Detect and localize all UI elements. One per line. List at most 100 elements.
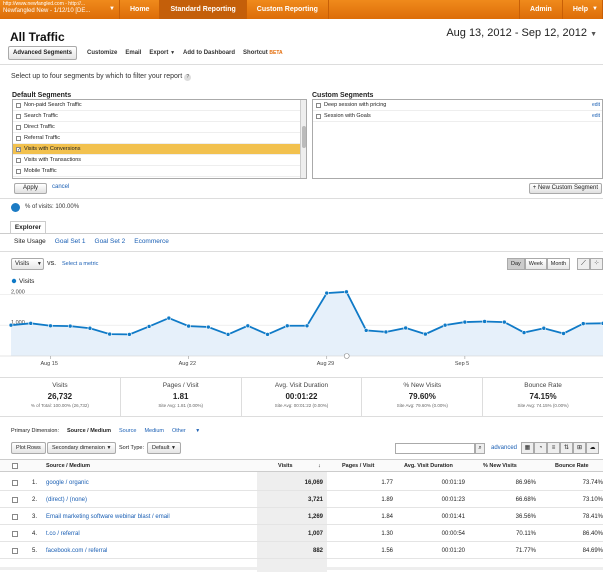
- granularity-month[interactable]: Month: [546, 258, 571, 270]
- secondary-dimension-dropdown[interactable]: Secondary dimension ▼: [47, 442, 117, 454]
- nav-custom-reporting[interactable]: Custom Reporting: [247, 0, 329, 19]
- checkbox[interactable]: [16, 102, 21, 108]
- edit-link[interactable]: edit: [591, 101, 600, 108]
- row-bounce-rate: 73.74%: [582, 480, 603, 486]
- granularity-week[interactable]: Week: [524, 258, 547, 270]
- checkbox[interactable]: [16, 157, 21, 163]
- email-button[interactable]: Email: [125, 50, 142, 56]
- visits-area: [11, 291, 603, 356]
- checkbox[interactable]: [316, 113, 321, 119]
- cancel-link[interactable]: cancel: [52, 184, 70, 190]
- row-checkbox[interactable]: [12, 514, 18, 520]
- segment-item-mobile[interactable]: Mobile Traffic: [13, 166, 306, 177]
- row-source-link[interactable]: Email marketing software webinar blast /…: [46, 514, 170, 520]
- segment-item-conversions[interactable]: ✓ Visits with Conversions: [13, 144, 306, 155]
- segment-label: Direct Traffic: [24, 123, 55, 130]
- column-header-bounce-rate[interactable]: Bounce Rate: [555, 463, 589, 469]
- dimension-source-medium[interactable]: Source / Medium: [66, 428, 111, 434]
- search-icon[interactable]: ⌕: [475, 443, 485, 454]
- checkbox[interactable]: [16, 168, 21, 174]
- motion-chart-icon[interactable]: ⁘: [590, 258, 603, 270]
- row-visits: 16,069: [304, 480, 323, 486]
- edit-link[interactable]: edit: [591, 112, 600, 119]
- new-custom-segment-button[interactable]: + New Custom Segment: [528, 183, 602, 194]
- row-checkbox[interactable]: [12, 497, 18, 503]
- divider: [0, 251, 603, 252]
- checkbox[interactable]: [316, 102, 321, 108]
- line-chart-icon[interactable]: ⟋: [577, 258, 590, 270]
- column-header-avg-visit-duration[interactable]: Avg. Visit Duration: [404, 463, 453, 469]
- subtab-site-usage[interactable]: Site Usage: [14, 238, 46, 245]
- column-header-pages-per-visit[interactable]: Pages / Visit: [342, 463, 375, 469]
- scorecard-label: Pages / Visit: [162, 382, 199, 389]
- apply-button[interactable]: Apply: [14, 183, 47, 194]
- subtab-ecommerce[interactable]: Ecommerce: [134, 238, 169, 245]
- row-source-link[interactable]: facebook.com / referral: [46, 548, 108, 554]
- pie-view-icon[interactable]: ◔: [534, 442, 547, 454]
- nav-standard-reporting[interactable]: Standard Reporting: [160, 0, 247, 19]
- segment-item-non-paid-search[interactable]: Non-paid Search Traffic: [13, 100, 306, 111]
- segment-item-referral[interactable]: Referral Traffic: [13, 133, 306, 144]
- data-point: [541, 325, 547, 331]
- data-point: [8, 322, 14, 328]
- row-checkbox[interactable]: [12, 480, 18, 486]
- column-header-source-medium[interactable]: Source / Medium: [46, 463, 91, 469]
- segment-instruction-text: Select up to four segments by which to f…: [11, 73, 183, 80]
- sort-type-dropdown[interactable]: Default ▼: [147, 442, 181, 454]
- scrollbar-thumb[interactable]: [302, 126, 306, 148]
- select-all-checkbox[interactable]: [12, 463, 18, 469]
- customize-button[interactable]: Customize: [87, 50, 118, 56]
- column-header-visits[interactable]: Visits: [278, 463, 293, 469]
- table-search-input[interactable]: [395, 443, 475, 454]
- pivot-view-icon[interactable]: ⊞: [573, 442, 586, 454]
- segment-label: Search Traffic: [24, 112, 58, 119]
- dimension-medium[interactable]: Medium: [144, 428, 164, 434]
- help-icon[interactable]: ?: [184, 74, 192, 81]
- nav-home[interactable]: Home: [120, 0, 161, 19]
- scorecard-label: % New Visits: [403, 382, 442, 389]
- segment-item-transactions[interactable]: Visits with Transactions: [13, 155, 306, 166]
- segment-item-direct[interactable]: Direct Traffic: [13, 122, 306, 133]
- row-number: 4.: [32, 531, 38, 537]
- row-source-link[interactable]: t.co / referral: [46, 531, 80, 537]
- account-url: http://www.newfangled.com - http://...: [3, 1, 85, 7]
- plot-rows-button[interactable]: Plot Rows: [11, 442, 46, 454]
- subtab-goal-set-2[interactable]: Goal Set 2: [94, 238, 126, 245]
- tab-explorer[interactable]: Explorer: [10, 221, 46, 234]
- granularity-day[interactable]: Day: [507, 258, 525, 270]
- advanced-filter-link[interactable]: advanced: [491, 445, 518, 451]
- nav-admin[interactable]: Admin: [519, 0, 563, 19]
- dimension-source[interactable]: Source: [119, 428, 137, 434]
- comparison-view-icon[interactable]: ⇅: [560, 442, 573, 454]
- scrollbar[interactable]: [300, 100, 306, 178]
- segment-item-search[interactable]: Search Traffic: [13, 111, 306, 122]
- row-checkbox[interactable]: [12, 531, 18, 537]
- sort-desc-icon: ↓: [318, 463, 321, 469]
- dimension-other[interactable]: Other ▼: [172, 428, 208, 434]
- custom-segment-item[interactable]: Session with Goals edit: [313, 111, 602, 122]
- shortcut-button[interactable]: Shortcut BETA: [243, 50, 283, 56]
- row-checkbox[interactable]: [12, 548, 18, 554]
- table-view-icon[interactable]: ▦: [521, 442, 534, 454]
- metric-dropdown[interactable]: Visits ▼: [11, 258, 44, 270]
- row-source-link[interactable]: google / organic: [46, 480, 89, 486]
- subtab-goal-set-1[interactable]: Goal Set 1: [54, 238, 86, 245]
- term-cloud-icon[interactable]: ☁: [586, 442, 599, 454]
- custom-segment-item[interactable]: Deep session with pricing edit: [313, 100, 602, 111]
- chevron-down-icon: ▼: [170, 50, 176, 56]
- account-selector[interactable]: http://www.newfangled.com - http://... N…: [0, 0, 120, 19]
- column-header-new-visits[interactable]: % New Visits: [483, 463, 517, 469]
- add-to-dashboard-button[interactable]: Add to Dashboard: [183, 50, 236, 56]
- select-metric-link[interactable]: Select a metric: [62, 261, 99, 267]
- checkbox[interactable]: [16, 124, 21, 130]
- checkbox-checked[interactable]: ✓: [16, 146, 22, 153]
- date-range-picker[interactable]: Aug 13, 2012 - Sep 12, 2012 ▼: [446, 27, 597, 39]
- performance-view-icon[interactable]: ≡: [547, 442, 560, 454]
- checkbox[interactable]: [16, 135, 21, 141]
- advanced-segments-button[interactable]: Advanced Segments: [8, 46, 78, 60]
- checkbox[interactable]: [16, 113, 21, 119]
- row-number: 5.: [32, 548, 38, 554]
- export-button[interactable]: Export ▼: [149, 50, 175, 56]
- row-source-link[interactable]: (direct) / (none): [46, 497, 88, 503]
- nav-help[interactable]: Help ▼: [563, 0, 603, 19]
